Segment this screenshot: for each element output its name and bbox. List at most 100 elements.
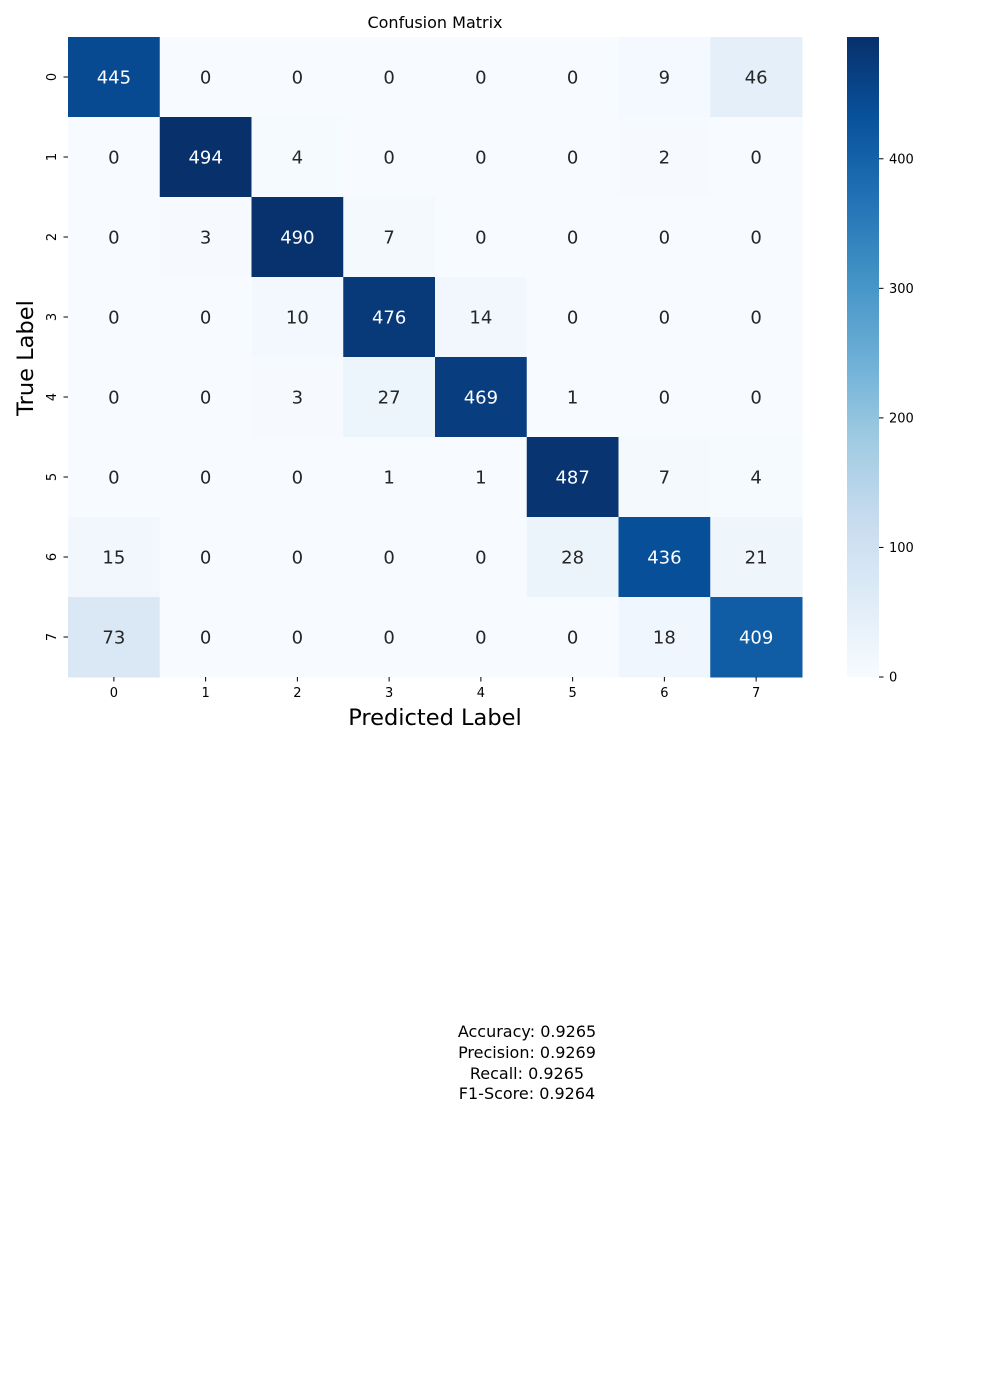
heatmap-cell — [251, 357, 344, 438]
cell-value-label: 0 — [383, 548, 394, 569]
heatmap-cell — [435, 597, 528, 678]
colorbar-ticks: 0 100 200 300 400 — [879, 152, 914, 686]
cell-value-label: 28 — [561, 548, 584, 569]
cell-value-label: 7 — [383, 228, 394, 249]
cell-value-label: 0 — [292, 468, 303, 489]
heatmap-cell — [251, 517, 344, 598]
cell-value-label: 0 — [567, 68, 578, 89]
heatmap-cell — [526, 37, 619, 118]
colorbar — [847, 37, 879, 677]
cell-value-label: 0 — [292, 628, 303, 649]
heatmap-cell — [435, 37, 528, 118]
x-tick-label: 2 — [293, 686, 301, 701]
x-axis-label: Predicted Label — [348, 705, 521, 731]
cell-value-label: 4 — [292, 148, 303, 169]
heatmap-cell — [526, 357, 619, 438]
heatmap-cell — [159, 437, 252, 518]
cell-value-label: 15 — [102, 548, 125, 569]
cell-value-label: 3 — [292, 388, 303, 409]
heatmap-cell — [343, 437, 436, 518]
cell-value-label: 0 — [475, 628, 486, 649]
heatmap-cell — [159, 517, 252, 598]
heatmap-cell — [68, 517, 161, 598]
cell-value-label: 21 — [745, 548, 768, 569]
cell-value-label: 494 — [188, 148, 222, 169]
x-tick-label: 0 — [110, 686, 118, 701]
heatmap-cell — [159, 37, 252, 118]
heatmap-cell — [343, 517, 436, 598]
heatmap-cell — [435, 117, 528, 198]
cell-value-label: 0 — [750, 388, 761, 409]
cell-value-label: 0 — [108, 148, 119, 169]
cell-value-label: 2 — [659, 148, 670, 169]
heatmap-cell — [68, 197, 161, 278]
cell-value-label: 46 — [745, 68, 768, 89]
colorbar-tick-label: 0 — [889, 671, 897, 686]
heatmap-cell — [159, 197, 252, 278]
cell-value-label: 0 — [659, 388, 670, 409]
cell-value-label: 3 — [200, 228, 211, 249]
heatmap-cell — [251, 277, 344, 358]
heatmap-cell — [710, 197, 803, 278]
cell-value-label: 27 — [378, 388, 401, 409]
heatmap-cell — [710, 277, 803, 358]
chart-title: Confusion Matrix — [367, 13, 502, 32]
heatmap-cell — [710, 437, 803, 518]
cell-value-label: 7 — [659, 468, 670, 489]
cell-value-label: 0 — [108, 308, 119, 329]
heatmap-cell — [618, 277, 711, 358]
cell-value-label: 0 — [475, 228, 486, 249]
precision-text: Precision: 0.9269 — [458, 1042, 596, 1062]
cell-value-label: 14 — [469, 308, 492, 329]
y-tick-label: 6 — [45, 553, 60, 561]
heatmap-cell — [68, 597, 161, 678]
cell-value-label: 0 — [567, 628, 578, 649]
heatmap-cell — [68, 277, 161, 358]
heatmap-cell — [343, 277, 436, 358]
y-axis-label: True Label — [13, 300, 39, 417]
cell-value-label: 0 — [750, 148, 761, 169]
cell-value-label: 0 — [108, 468, 119, 489]
heatmap-cell — [343, 597, 436, 678]
cell-value-label: 476 — [372, 308, 406, 329]
heatmap-cell — [710, 597, 803, 678]
heatmap-cell — [526, 437, 619, 518]
heatmap-cell — [159, 357, 252, 438]
heatmap-cell — [618, 117, 711, 198]
heatmap-cell — [251, 197, 344, 278]
cell-value-label: 409 — [739, 628, 773, 649]
heatmap-cell — [68, 117, 161, 198]
heatmap-cell — [526, 597, 619, 678]
heatmap-cell — [68, 437, 161, 518]
y-tick-label: 7 — [45, 633, 60, 641]
cell-value-label: 0 — [750, 228, 761, 249]
heatmap-cell — [435, 437, 528, 518]
colorbar-tick-label: 300 — [889, 282, 914, 297]
cell-value-label: 9 — [659, 68, 670, 89]
heatmap-cell — [159, 277, 252, 358]
heatmap-cell — [251, 117, 344, 198]
cell-value-label: 0 — [200, 628, 211, 649]
cell-value-label: 0 — [108, 228, 119, 249]
heatmap-cell — [618, 437, 711, 518]
cell-value-label: 73 — [102, 628, 125, 649]
heatmap-cell — [68, 37, 161, 118]
colorbar-tick-label: 400 — [889, 152, 914, 167]
cell-value-label: 0 — [475, 548, 486, 569]
y-tick-label: 5 — [45, 473, 60, 481]
cell-value-label: 436 — [647, 548, 681, 569]
cell-value-label: 469 — [464, 388, 498, 409]
cell-value-label: 0 — [659, 228, 670, 249]
heatmap-cell — [526, 277, 619, 358]
heatmap-cell — [251, 437, 344, 518]
colorbar-tick-label: 100 — [889, 541, 914, 556]
heatmap-cells: 445 0 0 0 0 0 9 460 494 4 0 0 0 2 00 3 490 7 0 0 0 00 0 10 476 14… — [68, 37, 803, 678]
metrics-summary: Accuracy: 0.9265 Precision: 0.9269 Recal… — [377, 1022, 677, 1105]
heatmap-cell — [618, 517, 711, 598]
heatmap-cell — [68, 357, 161, 438]
cell-value-label: 0 — [292, 68, 303, 89]
heatmap-cell — [526, 117, 619, 198]
cell-value-label: 487 — [555, 468, 589, 489]
y-tick-label: 0 — [45, 73, 60, 81]
